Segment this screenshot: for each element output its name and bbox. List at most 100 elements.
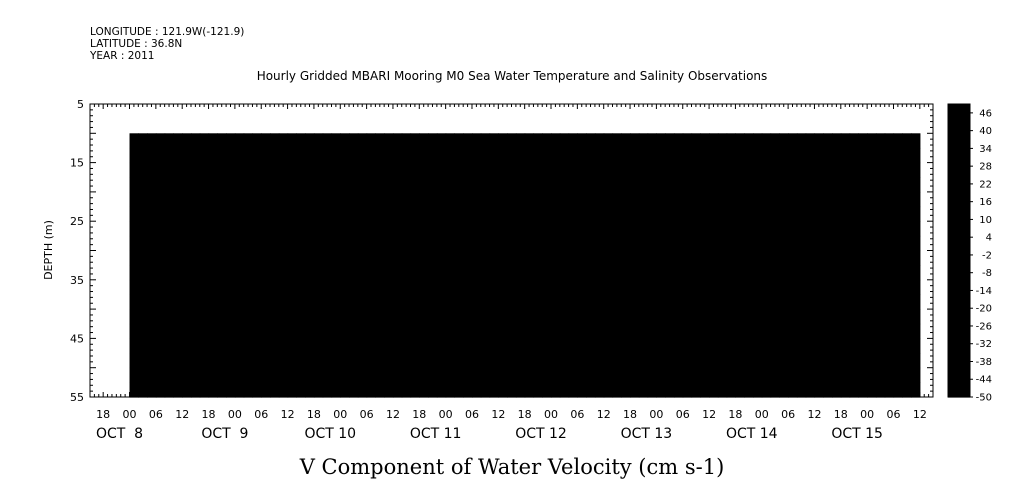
heatmap-cell [594, 323, 605, 339]
heatmap-cell [226, 177, 236, 193]
heatmap-cell [752, 235, 763, 252]
heatmap-cell [682, 265, 693, 281]
heatmap-cell [138, 338, 148, 354]
heatmap-cell [340, 323, 350, 339]
heatmap-cell [875, 338, 886, 354]
heatmap-cell [726, 147, 737, 164]
heatmap-cell [471, 250, 482, 266]
heatmap-cell [226, 265, 236, 281]
heatmap-cell [296, 235, 306, 252]
heatmap-cell [252, 265, 262, 281]
heatmap-cell [401, 353, 412, 369]
heatmap-cell [454, 206, 464, 222]
heatmap-cell [884, 177, 895, 193]
heatmap-cell [384, 235, 394, 252]
heatmap-cell [366, 191, 376, 208]
heatmap-cell [498, 133, 508, 149]
heatmap-cell [665, 279, 675, 296]
heatmap-cell [533, 147, 543, 164]
heatmap-cell [445, 367, 456, 383]
heatmap-cell [357, 147, 368, 164]
heatmap-cell [208, 367, 218, 383]
heatmap-cell [410, 279, 420, 296]
heatmap-cell [270, 382, 280, 398]
heatmap-cell [507, 177, 517, 193]
heatmap-cell [559, 177, 570, 193]
heatmap-cell [638, 353, 649, 369]
heatmap-cell [752, 147, 763, 164]
heatmap-cell [665, 309, 675, 325]
heatmap-cell [524, 367, 535, 383]
heatmap-cell [875, 382, 886, 398]
x-hour-label: 12 [281, 408, 295, 421]
heatmap-cell [858, 353, 868, 369]
colorbar-swatch [948, 325, 970, 336]
heatmap-cell [594, 235, 605, 252]
heatmap-cell [911, 265, 921, 281]
heatmap-cell [270, 235, 280, 252]
heatmap-cell [849, 294, 859, 310]
heatmap-cell [498, 177, 508, 193]
heatmap-cell [471, 353, 482, 369]
heatmap-cell [349, 353, 359, 369]
heatmap-cell [577, 279, 587, 296]
heatmap-cell [726, 133, 737, 149]
heatmap-cell [893, 279, 903, 296]
heatmap-cell [577, 177, 587, 193]
heatmap-cell [199, 162, 210, 178]
heatmap-cell [665, 367, 675, 383]
heatmap-cell [182, 367, 192, 383]
y-tick-label: 55 [70, 391, 84, 404]
heatmap-cell [902, 294, 912, 310]
heatmap-cell [463, 147, 473, 164]
heatmap-cell [858, 265, 868, 281]
heatmap-cell [243, 367, 254, 383]
heatmap-cell [656, 294, 666, 310]
heatmap-cell [322, 367, 333, 383]
heatmap-cell [770, 309, 780, 325]
heatmap-cell [489, 367, 499, 383]
heatmap-cell [428, 191, 438, 208]
heatmap-cell [796, 162, 807, 178]
heatmap-cell [340, 147, 350, 164]
heatmap-cell [296, 279, 306, 296]
heatmap-cell [805, 235, 816, 252]
heatmap-cell [551, 133, 561, 149]
heatmap-cell [296, 265, 306, 281]
heatmap-cell [875, 323, 886, 339]
heatmap-cell [498, 265, 508, 281]
heatmap-cell [331, 250, 341, 266]
heatmap-cell [401, 206, 412, 222]
heatmap-cell [656, 235, 666, 252]
heatmap-cell [709, 367, 719, 383]
heatmap-cell [630, 133, 640, 149]
heatmap-cell [673, 162, 684, 178]
heatmap-cell [551, 235, 561, 252]
heatmap-cell [357, 323, 368, 339]
heatmap-cell [375, 382, 385, 398]
heatmap-cell [507, 162, 517, 178]
heatmap-cell [305, 235, 315, 252]
colorbar-swatch [948, 299, 970, 309]
heatmap-cell [875, 221, 886, 237]
heatmap-cell [138, 323, 148, 339]
heatmap-cell [349, 147, 359, 164]
heatmap-cell [401, 235, 412, 252]
heatmap-cell [463, 250, 473, 266]
heatmap-cell [217, 353, 227, 369]
heatmap-cell [199, 294, 210, 310]
heatmap-cell [366, 162, 376, 178]
heatmap-cell [542, 382, 552, 398]
heatmap-cell [893, 191, 903, 208]
heatmap-cell [507, 147, 517, 164]
heatmap-cell [278, 265, 289, 281]
heatmap-cell [138, 206, 148, 222]
heatmap-cell [384, 353, 394, 369]
heatmap-cell [840, 353, 851, 369]
heatmap-cell [647, 382, 657, 398]
heatmap-cell [489, 162, 499, 178]
heatmap-cell [507, 133, 517, 149]
heatmap-cell [744, 191, 754, 208]
heatmap-cell [612, 177, 622, 193]
heatmap-cell [524, 265, 535, 281]
